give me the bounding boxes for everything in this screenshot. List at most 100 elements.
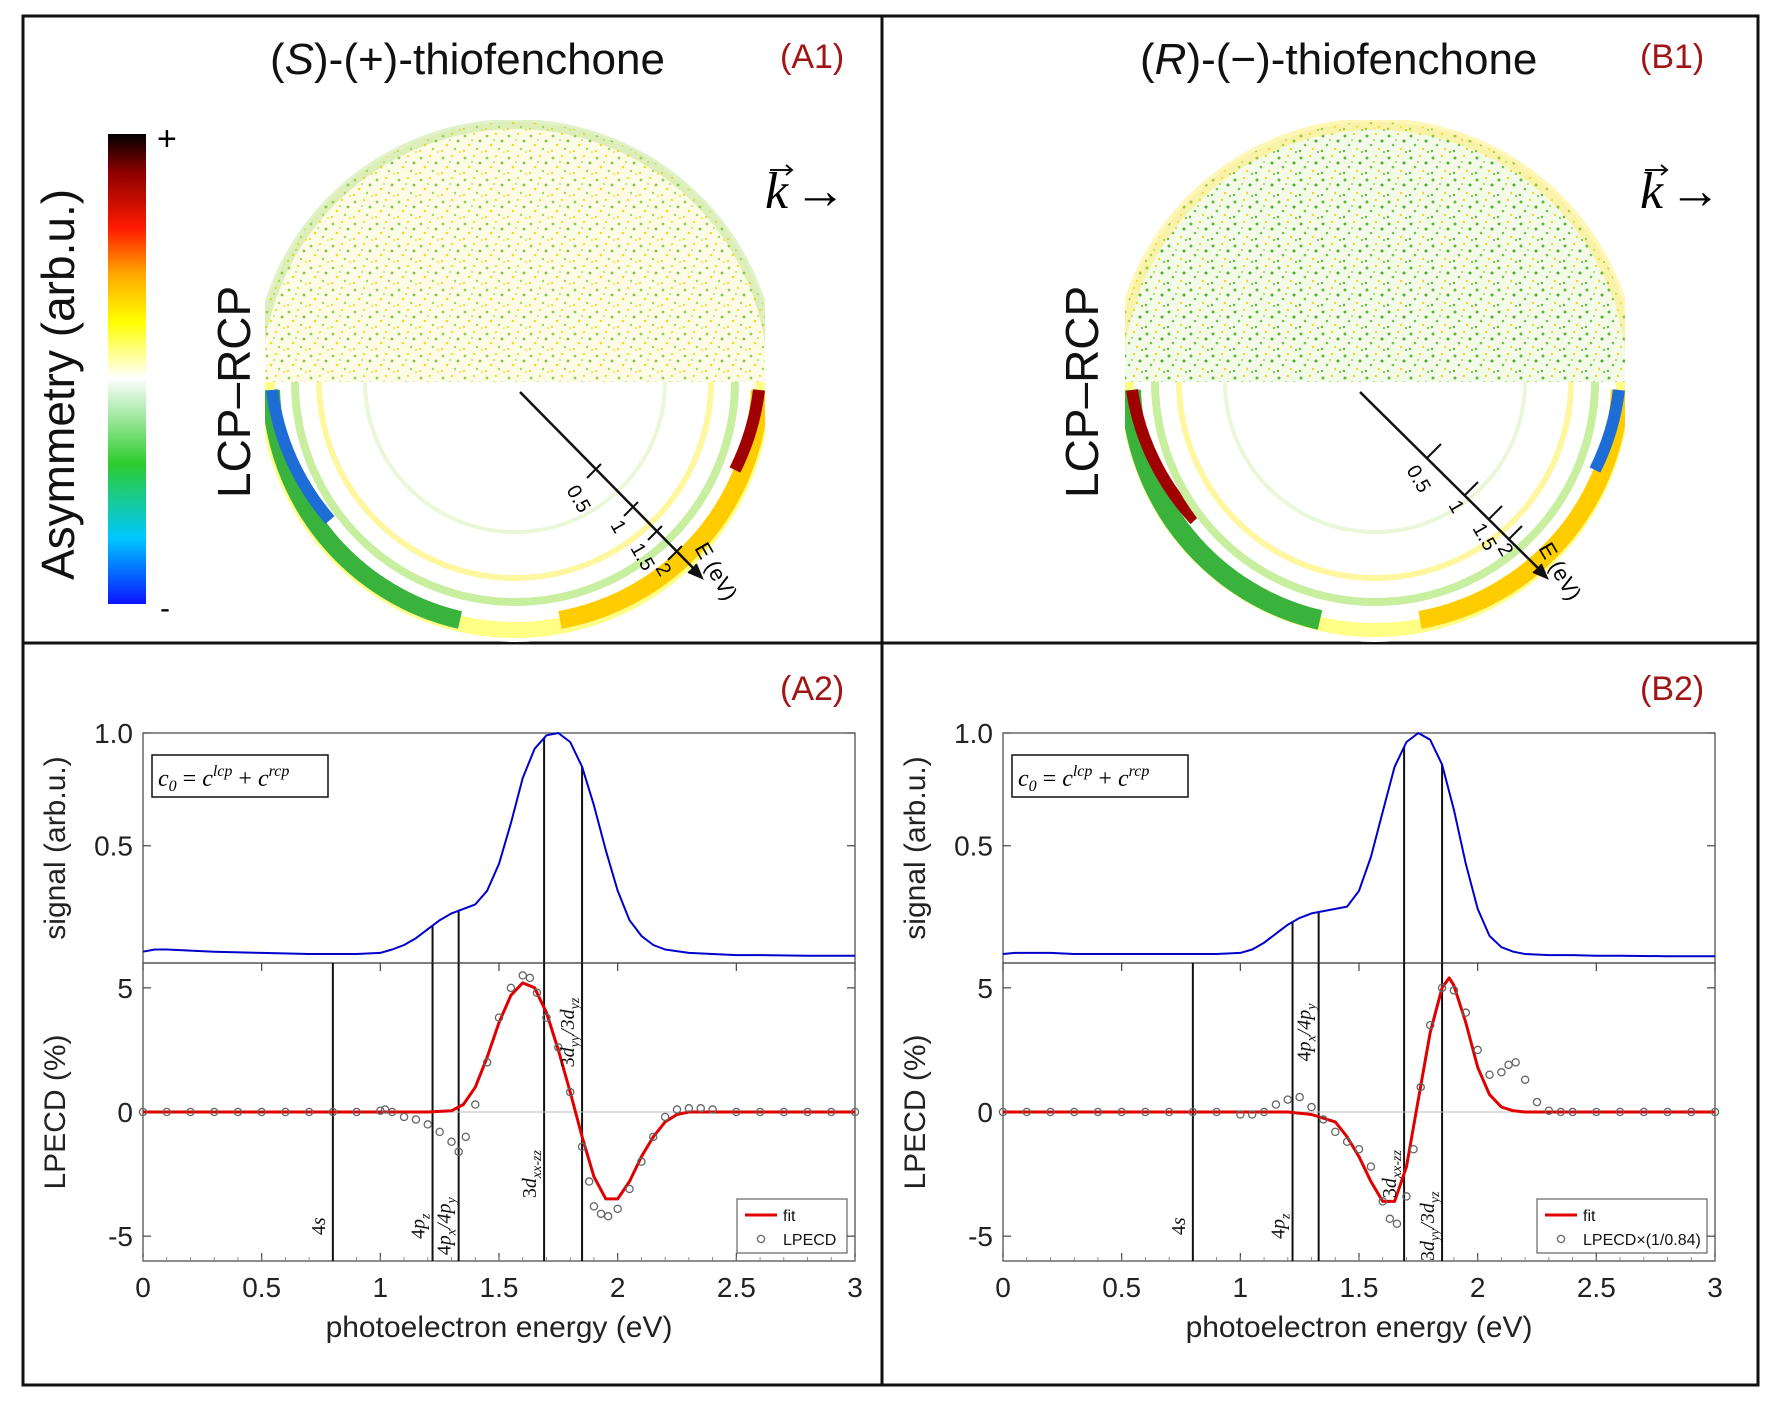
lpecd-point — [1473, 1045, 1482, 1055]
lpecd-point — [649, 1132, 658, 1142]
k-vector-overarrow — [770, 164, 794, 176]
panel-a1-ylabel: LCP–RCP — [208, 286, 260, 498]
lpecd-point — [1366, 1162, 1376, 1171]
x-tick-label: 0 — [135, 1272, 151, 1303]
legend-fit-label: fit — [1583, 1208, 1596, 1225]
state-label: 4px/4py — [434, 1196, 460, 1255]
lpecd-point — [1663, 1107, 1672, 1117]
formula-box-b: c0 = clcp + crcp — [1011, 754, 1189, 798]
lpecd-point — [1247, 1110, 1257, 1119]
panel-frames — [21, 14, 1760, 1387]
state-label: 3dyy/3dyz — [1417, 1191, 1443, 1261]
panel-a1: (S)-(+)-thiofenchone (A1) + - Asymmetry … — [32, 35, 846, 642]
lpecd-point — [518, 971, 527, 980]
y-axis-label: signal (arb.u.) — [899, 756, 932, 939]
lpecd-point — [613, 1204, 622, 1214]
lpecd-point — [1416, 1082, 1425, 1092]
lpecd-point — [1425, 1020, 1435, 1030]
lpecd-point — [1117, 1107, 1126, 1117]
lpecd-point — [827, 1107, 836, 1117]
formula-b: c0 = clcp + crcp — [1018, 763, 1149, 795]
lpecd-point — [1164, 1107, 1174, 1117]
panel-a2-label: (A2) — [780, 670, 844, 708]
state-label: 4pz — [1268, 1213, 1294, 1239]
lpecd-point — [755, 1107, 765, 1117]
state-label: 3dyy/3dyz — [557, 997, 583, 1067]
lpecd-point — [1378, 1197, 1387, 1206]
lpecd-point — [186, 1107, 195, 1117]
lpecd-point — [779, 1107, 789, 1117]
raw-image-b1 — [1125, 120, 1625, 382]
panel-a1-title: (S)-(+)-thiofenchone — [270, 35, 665, 84]
legend-lpecd-label: LPECD×(1/0.84) — [1583, 1232, 1701, 1249]
colorbar-minus: - — [160, 592, 170, 625]
lpecd-point — [494, 1013, 504, 1022]
y-tick-label: 5 — [117, 973, 133, 1004]
lpecd-point — [1141, 1107, 1150, 1117]
legend-box — [1536, 1198, 1708, 1254]
x-tick-label: 2.5 — [717, 1272, 756, 1303]
lpecd-point — [525, 973, 535, 983]
y-tick-label: 0.5 — [954, 831, 993, 862]
lpecd-point — [423, 1120, 433, 1129]
state-label: 4pz — [408, 1213, 434, 1239]
x-tick-label: 1 — [1233, 1272, 1249, 1303]
lpecd-point — [1511, 1058, 1520, 1067]
lpecd-point — [1504, 1060, 1513, 1070]
lpecd-point — [1437, 983, 1447, 993]
panel-b1-ylabel: LCP–RCP — [1056, 286, 1108, 498]
lpecd-point — [380, 1105, 390, 1114]
lpecd-point — [1556, 1107, 1565, 1117]
lpecd-point — [708, 1105, 717, 1114]
lpecd-point — [281, 1107, 290, 1117]
lpecd-point — [435, 1127, 444, 1137]
state-label: 4px/4py — [1294, 1003, 1320, 1062]
series-line-c0 — [1002, 732, 1715, 958]
lpecd-point — [1615, 1107, 1625, 1117]
lpecd-point — [1319, 1115, 1328, 1124]
x-tick-label: 2 — [1470, 1272, 1486, 1303]
colorbar-label: Asymmetry (arb.u.) — [32, 189, 84, 580]
lpecd-point — [1069, 1107, 1079, 1117]
y-tick-label: -5 — [108, 1221, 133, 1252]
lpecd-point — [803, 1107, 812, 1117]
colorbar-plus: + — [157, 120, 177, 158]
lpecd-point — [1307, 1102, 1316, 1112]
lpecd-point — [1497, 1068, 1506, 1077]
lpecd-point — [1022, 1107, 1031, 1117]
y-tick-label: 5 — [977, 973, 993, 1004]
lpecd-point — [1283, 1095, 1293, 1104]
x-tick-label: 2.5 — [1577, 1272, 1616, 1303]
y-tick-label: 0 — [977, 1097, 993, 1128]
lpecd-point — [1212, 1107, 1221, 1117]
lpecd-point — [577, 1142, 587, 1152]
lpecd-point — [1639, 1107, 1649, 1117]
lpecd-point — [257, 1107, 266, 1117]
lpecd-point — [1532, 1097, 1542, 1107]
outer-frame — [21, 14, 1760, 1387]
lpecd-point — [1592, 1107, 1601, 1117]
lpecd-point — [1409, 1145, 1418, 1154]
lpecd-point — [209, 1107, 219, 1117]
lpecd-point — [584, 1177, 594, 1186]
lpecd-point — [672, 1105, 682, 1114]
lpecd-point — [328, 1107, 338, 1117]
lpecd-point — [138, 1107, 148, 1117]
state-label: 4s — [1168, 1217, 1190, 1235]
y-axis-label: signal (arb.u.) — [39, 756, 72, 939]
raw-image-a1 — [265, 120, 765, 382]
lpecd-point — [732, 1107, 741, 1117]
x-tick-label: 0.5 — [1102, 1272, 1141, 1303]
lpecd-point — [589, 1202, 599, 1211]
lpecd-point — [596, 1209, 606, 1219]
k-vector-overarrow-b — [1645, 164, 1669, 176]
lpecd-point — [625, 1184, 634, 1194]
lpecd-point — [1188, 1107, 1198, 1117]
series-line-fit — [143, 981, 855, 1201]
panel-b1: (R)-(−)-thiofenchone (B1) LCP–RCP k → — [1056, 35, 1721, 642]
lpecd-point — [1236, 1110, 1245, 1119]
